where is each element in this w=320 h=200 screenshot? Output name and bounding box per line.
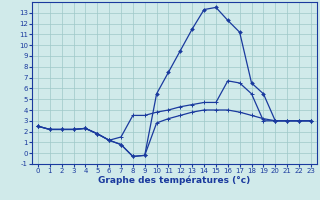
X-axis label: Graphe des températures (°c): Graphe des températures (°c) [98, 176, 251, 185]
